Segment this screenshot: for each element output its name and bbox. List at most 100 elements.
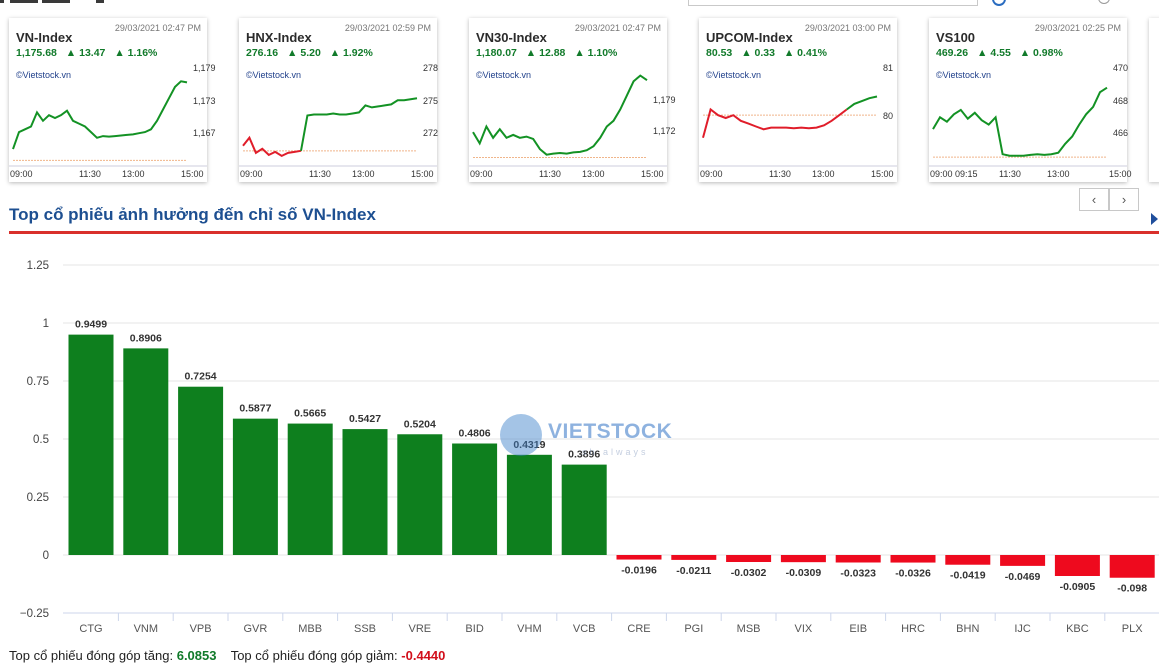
bar-kbc — [1054, 555, 1100, 576]
top-strip-fragment — [0, 0, 110, 5]
index-timestamp: 29/03/2021 02:59 PM — [344, 23, 431, 33]
bar-plx — [1109, 555, 1155, 578]
index-change: ▲ 5.20 — [287, 47, 321, 59]
index-values: 80.53 ▲ 0.33 ▲ 0.41% — [706, 47, 833, 59]
x-tick-label: 11:30 — [79, 169, 101, 179]
data-label: 0.8906 — [130, 332, 162, 344]
y-tick-label: 278 — [423, 63, 439, 73]
x-tick-label: CTG — [79, 623, 102, 635]
index-card[interactable]: VS100 29/03/2021 02:25 PM 469.26 ▲ 4.55 … — [929, 18, 1132, 182]
x-tick-label: 09:00 — [470, 169, 493, 179]
index-sparkline — [9, 80, 207, 167]
bar-vpb — [178, 386, 224, 555]
index-value: 1,180.07 — [476, 47, 517, 59]
bar-pgi — [671, 555, 717, 560]
x-tick-label: VNM — [134, 623, 158, 635]
index-name: VN30-Index — [476, 30, 547, 45]
index-sparkline — [469, 74, 667, 167]
index-change: ▲ 4.55 — [977, 47, 1011, 59]
bar-vix — [780, 555, 826, 563]
data-label: 0.9499 — [75, 319, 107, 331]
bar-ijc — [1000, 555, 1046, 566]
y-tick-label: 1.25 — [27, 260, 49, 272]
watermark-text: VIETSTOCK — [548, 420, 673, 443]
x-tick-label: KBC — [1066, 623, 1089, 635]
index-values: 1,180.07 ▲ 12.88 ▲ 1.10% — [476, 47, 623, 59]
index-card[interactable]: HNX-Index 29/03/2021 02:59 PM 276.16 ▲ 5… — [239, 18, 439, 182]
x-tick-label: 11:30 — [309, 169, 331, 179]
index-timestamp: 29/03/2021 02:25 PM — [1034, 23, 1121, 33]
x-tick-label: 15:00 — [871, 169, 894, 179]
watermark-icon — [500, 414, 542, 456]
bar-vre — [397, 434, 443, 555]
data-label: -0.0302 — [731, 567, 767, 579]
index-credit: ©Vietstock.vn — [706, 70, 761, 80]
index-percent: ▲ 1.10% — [574, 47, 618, 59]
index-timestamp: 29/03/2021 02:47 PM — [574, 23, 661, 33]
bar-ssb — [342, 429, 388, 555]
x-tick-label: PGI — [684, 623, 703, 635]
section-title: Top cổ phiếu ảnh hưởng đến chỉ số VN-Ind… — [9, 205, 376, 224]
x-tick-label: 15:00 — [411, 169, 434, 179]
impact-bar-chart: 1.25 1 0.75 0.5 0.25 0 −0.25 0.9499 CTG 0.8906 VNM… — [20, 260, 1159, 635]
x-tick-label: VIX — [795, 623, 813, 635]
watermark-subtext: sh always — [582, 447, 649, 457]
search-icon[interactable] — [992, 0, 1006, 6]
x-tick-label: MSB — [737, 623, 761, 635]
index-percent: ▲ 1.16% — [114, 47, 158, 59]
footer-dec-label: Top cổ phiếu đóng góp giảm: — [230, 648, 398, 663]
settings-icon[interactable] — [1098, 0, 1110, 4]
y-tick-label: 81 — [883, 63, 894, 73]
data-label: 0.7254 — [185, 371, 217, 383]
x-tick-label: 11:30 — [539, 169, 561, 179]
title-divider — [9, 231, 1159, 234]
bar-ctg — [68, 334, 114, 555]
footer-dec-value: -0.4440 — [401, 648, 446, 663]
y-tick-label: 468 — [1113, 96, 1129, 106]
y-tick-label: 470 — [1113, 63, 1129, 73]
y-tick-label: 0 — [43, 550, 49, 562]
bar-vnm — [123, 348, 169, 555]
bar-gvr — [232, 418, 278, 555]
sparkline-down-segment — [702, 107, 848, 139]
index-values: 469.26 ▲ 4.55 ▲ 0.98% — [936, 47, 1069, 59]
expand-arrow-icon[interactable] — [1151, 213, 1158, 225]
data-label: -0.0469 — [1005, 571, 1041, 583]
x-tick-label: GVR — [243, 623, 267, 635]
sparkline-line — [472, 74, 648, 156]
index-credit: ©Vietstock.vn — [936, 70, 991, 80]
sparkline-down-segment — [242, 135, 302, 158]
index-value: 80.53 — [706, 47, 733, 59]
data-label: -0.098 — [1117, 583, 1147, 595]
index-card[interactable]: UPCOM-Index 29/03/2021 03:00 PM 80.53 ▲ … — [699, 18, 897, 182]
index-card[interactable]: VN-Index 29/03/2021 02:47 PM 1,175.68 ▲ … — [9, 18, 216, 182]
card-nav: ‹ › — [1079, 188, 1139, 212]
x-tick-label: 09:15 — [955, 169, 978, 179]
index-credit: ©Vietstock.vn — [246, 70, 301, 80]
index-sparkline — [239, 97, 437, 167]
x-tick-label: VCB — [573, 623, 596, 635]
prev-button[interactable]: ‹ — [1079, 188, 1109, 211]
search-box[interactable] — [688, 0, 978, 6]
bar-vhm — [506, 454, 552, 555]
data-label: -0.0323 — [840, 567, 876, 579]
index-values: 1,175.68 ▲ 13.47 ▲ 1.16% — [16, 47, 163, 59]
index-change: ▲ 12.88 — [525, 47, 566, 59]
footer-summary: Top cổ phiếu đóng góp tăng: 6.0853 Top c… — [9, 648, 445, 663]
index-card[interactable]: VN30-Index 29/03/2021 02:47 PM 1,180.07 … — [469, 18, 676, 182]
data-label: -0.0309 — [786, 567, 822, 579]
x-tick-label: 13:00 — [122, 169, 145, 179]
y-tick-label: 0.75 — [27, 376, 49, 388]
x-tick-label: BHN — [956, 623, 979, 635]
x-tick-label: 13:00 — [352, 169, 375, 179]
next-button[interactable]: › — [1109, 188, 1139, 211]
index-sparkline — [929, 86, 1127, 167]
index-sparkline — [699, 95, 897, 167]
data-label: 0.5427 — [349, 413, 381, 425]
index-name: VN-Index — [16, 30, 73, 45]
y-tick-label: 272 — [423, 128, 439, 138]
y-tick-label: 466 — [1113, 128, 1129, 138]
data-label: -0.0211 — [676, 565, 711, 577]
sparkline-up-segment — [300, 97, 418, 151]
index-percent: ▲ 1.92% — [329, 47, 373, 59]
